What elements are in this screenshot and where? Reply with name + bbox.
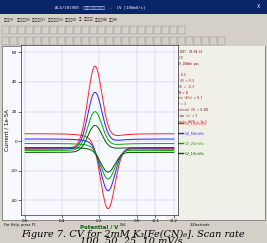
- Bar: [66, 26, 73, 34]
- Bar: [82, 26, 89, 34]
- Text: TITLE: CV: TITLE: CV: [168, 56, 183, 60]
- Bar: [122, 37, 129, 45]
- Text: May 7, 2007  09:04:33: May 7, 2007 09:04:33: [168, 50, 202, 54]
- Bar: [114, 26, 121, 34]
- Text: CV_100mV/s: CV_100mV/s: [185, 121, 207, 125]
- Bar: [34, 37, 41, 45]
- Bar: [162, 37, 169, 45]
- Bar: [186, 37, 193, 45]
- Bar: [166, 46, 265, 220]
- Bar: [0, 0, 267, 14]
- Bar: [122, 26, 129, 34]
- Text: 3-Electrode: 3-Electrode: [190, 223, 210, 226]
- Bar: [18, 26, 25, 34]
- Text: 100, 50, 25, 10 mV/s.: 100, 50, 25, 10 mV/s.: [80, 236, 186, 243]
- Text: INIT E= 0.5: INIT E= 0.5: [168, 73, 186, 77]
- Bar: [146, 26, 153, 34]
- Bar: [178, 37, 185, 45]
- Bar: [74, 26, 81, 34]
- Bar: [106, 37, 113, 45]
- Text: コントロール(C): コントロール(C): [32, 17, 46, 21]
- Bar: [26, 26, 33, 34]
- Bar: [130, 37, 137, 45]
- Text: Segment = 3: Segment = 3: [168, 102, 186, 106]
- Text: Smpl Interval (V) = 0.001: Smpl Interval (V) = 0.001: [168, 108, 209, 112]
- Text: For Help, press F1: For Help, press F1: [4, 223, 36, 226]
- Bar: [130, 26, 137, 34]
- Bar: [2, 26, 9, 34]
- Bar: [178, 26, 185, 34]
- Bar: [90, 26, 97, 34]
- Bar: [154, 37, 161, 45]
- Text: ヘルプ(H): ヘルプ(H): [108, 17, 118, 21]
- Bar: [98, 26, 105, 34]
- Text: CV_50mV/s: CV_50mV/s: [185, 131, 205, 135]
- Bar: [42, 37, 49, 45]
- Text: Quiet Time (s) = 5: Quiet Time (s) = 5: [168, 114, 197, 118]
- Bar: [90, 37, 97, 45]
- Text: CV_10mV/s: CV_10mV/s: [185, 151, 205, 155]
- Text: 分析: 分析: [78, 17, 82, 21]
- Bar: [82, 37, 89, 45]
- Text: グラフィックス(G): グラフィックス(G): [48, 17, 63, 21]
- Y-axis label: Current / 1e-5A: Current / 1e-5A: [4, 109, 9, 151]
- Bar: [0, 14, 267, 24]
- Bar: [58, 37, 65, 45]
- Bar: [170, 37, 177, 45]
- Bar: [10, 26, 17, 34]
- Bar: [66, 37, 73, 45]
- Bar: [202, 37, 209, 45]
- Bar: [0, 24, 267, 35]
- Bar: [10, 37, 17, 45]
- Text: ショートポス: ショートポス: [84, 17, 93, 21]
- Bar: [114, 37, 121, 45]
- Bar: [42, 26, 49, 34]
- Text: ウィンドウ(W): ウィンドウ(W): [95, 17, 108, 21]
- Bar: [26, 37, 33, 45]
- Text: データ処理(D): データ処理(D): [65, 17, 77, 21]
- Bar: [50, 26, 57, 34]
- Text: X: X: [257, 5, 261, 9]
- Bar: [2, 37, 9, 45]
- Bar: [138, 26, 145, 34]
- Bar: [74, 37, 81, 45]
- Bar: [98, 37, 105, 45]
- Bar: [0, 220, 267, 229]
- Bar: [210, 37, 217, 45]
- Text: Low E (V) = -0.3: Low E (V) = -0.3: [168, 85, 194, 89]
- Text: INIT P/N = N: INIT P/N = N: [168, 91, 187, 95]
- Bar: [106, 26, 113, 34]
- Bar: [218, 37, 225, 45]
- Bar: [50, 37, 57, 45]
- Text: Ch1: Ch1: [120, 223, 127, 226]
- X-axis label: Potential / V: Potential / V: [80, 225, 119, 230]
- Text: Figure 7. CV for 2mM K₃[Fe(CN)₆]. Scan rate: Figure 7. CV for 2mM K₃[Fe(CN)₆]. Scan r…: [21, 229, 245, 239]
- Bar: [58, 26, 65, 34]
- Bar: [34, 26, 41, 34]
- Bar: [146, 37, 153, 45]
- Bar: [18, 37, 25, 45]
- Bar: [194, 37, 201, 45]
- Bar: [162, 26, 169, 34]
- Text: Scan Rate (V/s) = 0.1: Scan Rate (V/s) = 0.1: [168, 96, 202, 100]
- Bar: [154, 26, 161, 34]
- Bar: [170, 26, 177, 34]
- Text: High E (V) = 0.5: High E (V) = 0.5: [168, 79, 194, 83]
- Text: Sensitivity (A/V) = 1e-5: Sensitivity (A/V) = 1e-5: [168, 120, 207, 124]
- Bar: [138, 37, 145, 45]
- Text: File: CV_100mVs.pas: File: CV_100mVs.pas: [168, 61, 199, 66]
- Bar: [2, 46, 265, 220]
- Text: ファイル(F): ファイル(F): [4, 17, 14, 21]
- Text: CV_25mV/s: CV_25mV/s: [185, 141, 205, 145]
- Text: ALS/CHI900  電気化学アナライザ  -  CV [100mV/s]: ALS/CHI900 電気化学アナライザ - CV [100mV/s]: [55, 5, 145, 9]
- Text: セットアップ(S): セットアップ(S): [17, 17, 30, 21]
- Bar: [0, 35, 267, 46]
